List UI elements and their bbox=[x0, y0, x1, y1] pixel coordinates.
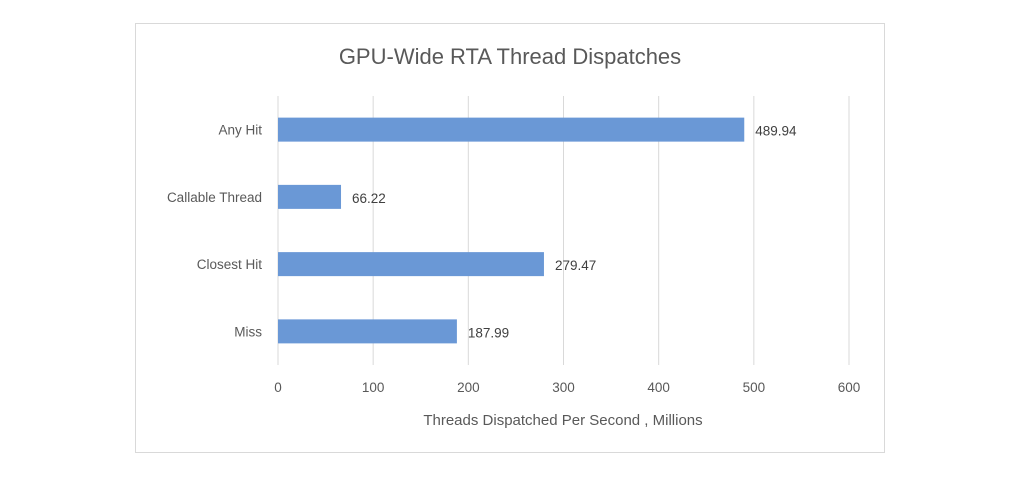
x-tick-label: 400 bbox=[647, 380, 670, 395]
data-label: 66.22 bbox=[352, 191, 386, 206]
category-label: Any Hit bbox=[218, 123, 262, 138]
bar-callable-thread bbox=[278, 184, 342, 209]
category-label: Miss bbox=[234, 324, 262, 339]
chart-frame bbox=[135, 23, 885, 453]
x-tick-label: 600 bbox=[838, 380, 861, 395]
data-label: 187.99 bbox=[468, 325, 509, 340]
bars bbox=[278, 117, 745, 344]
x-tick-label: 200 bbox=[457, 380, 480, 395]
x-tick-label: 100 bbox=[362, 380, 385, 395]
data-label: 489.94 bbox=[755, 124, 797, 139]
data-label: 279.47 bbox=[555, 258, 596, 273]
labels: 0 100 200 300 400 500 600 Any Hit 489.94 Callable… bbox=[167, 123, 860, 395]
bar-miss bbox=[278, 319, 457, 344]
category-label: Closest Hit bbox=[197, 257, 263, 272]
x-tick-label: 300 bbox=[552, 380, 575, 395]
x-axis-title: Threads Dispatched Per Second , Millions bbox=[423, 412, 702, 429]
x-tick-label: 500 bbox=[743, 380, 766, 395]
chart-title: GPU-Wide RTA Thread Dispatches bbox=[339, 44, 681, 69]
x-tick-label: 0 bbox=[274, 380, 282, 395]
bar-closest-hit bbox=[278, 252, 544, 277]
category-label: Callable Thread bbox=[167, 190, 262, 205]
bar-any-hit bbox=[278, 117, 745, 142]
